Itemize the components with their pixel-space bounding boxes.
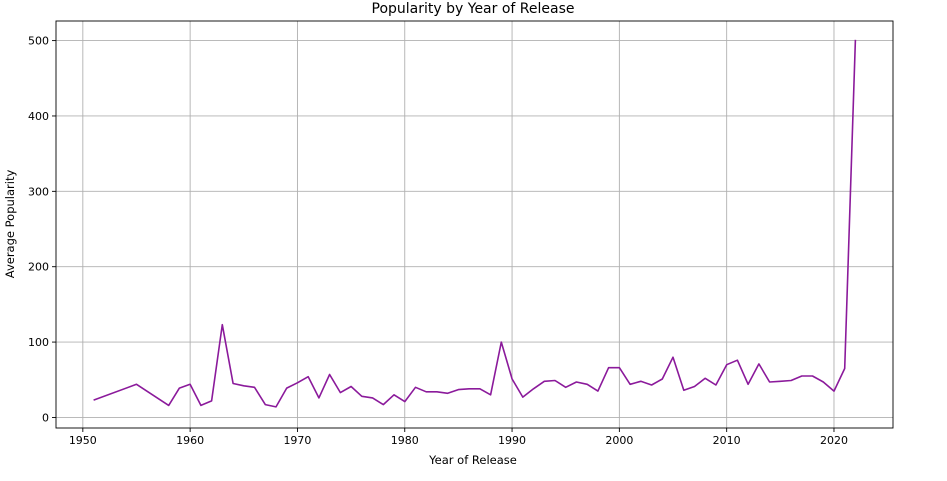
chart-title: Popularity by Year of Release (372, 1, 575, 17)
grid (56, 21, 893, 428)
y-axis-label: Average Popularity (3, 170, 17, 279)
y-tick-label: 0 (42, 411, 49, 424)
x-tick-label: 2000 (605, 434, 633, 447)
y-tick-label: 100 (28, 336, 49, 349)
x-tick-label: 2020 (820, 434, 848, 447)
plot-frame (55, 20, 894, 429)
x-tick-label: 1980 (391, 434, 419, 447)
y-tick-label: 200 (28, 261, 49, 274)
y-tick-label: 300 (28, 185, 49, 198)
series-line (93, 39, 857, 408)
x-tick-label: 1970 (283, 434, 311, 447)
x-tick-label: 1950 (69, 434, 97, 447)
x-tick-label: 1990 (498, 434, 526, 447)
x-axis-label: Year of Release (428, 453, 517, 467)
series-layer (93, 39, 857, 408)
y-tick-label: 500 (28, 35, 49, 48)
x-tick-label: 1960 (176, 434, 204, 447)
ticks: 1950 1960 1970 1980 1990 2000 2010 2020 0 100 200 3… (28, 35, 848, 447)
x-tick-label: 2010 (713, 434, 741, 447)
y-tick-label: 400 (28, 110, 49, 123)
